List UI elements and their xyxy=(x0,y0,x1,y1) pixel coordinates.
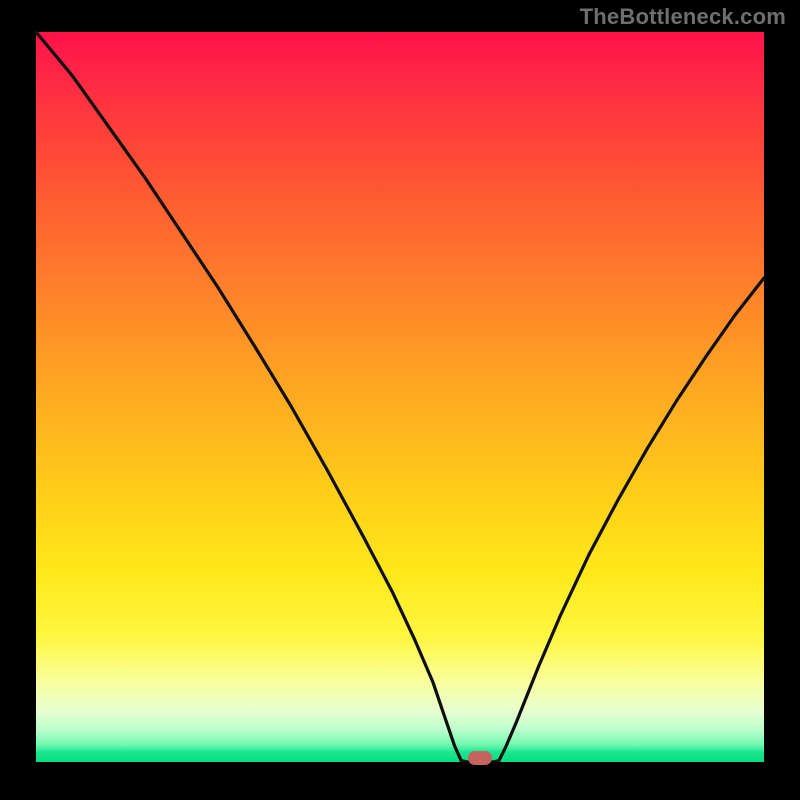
curve-path xyxy=(36,32,764,762)
chart-stage: TheBottleneck.com xyxy=(0,0,800,800)
bottleneck-curve xyxy=(36,32,764,762)
watermark-text: TheBottleneck.com xyxy=(580,4,786,30)
optimum-marker xyxy=(468,751,492,765)
